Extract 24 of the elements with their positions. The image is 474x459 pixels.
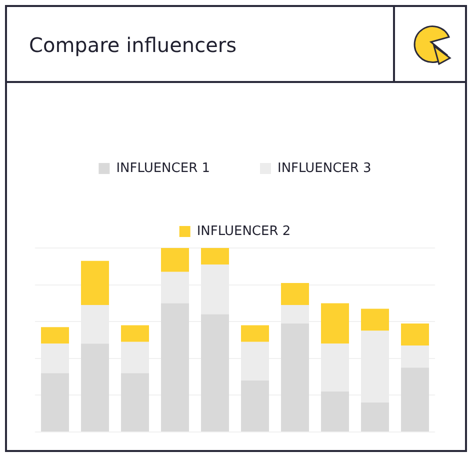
bar [281, 323, 309, 432]
bar [81, 260, 109, 306]
bar [241, 380, 269, 432]
bar [321, 392, 349, 432]
bar [201, 248, 229, 265]
bar [401, 368, 429, 432]
bar [41, 373, 69, 432]
chart-title: Compare influencers [29, 33, 237, 57]
bar [121, 373, 149, 432]
bar [161, 303, 189, 432]
bar [401, 323, 429, 346]
bar [121, 325, 149, 342]
legend-label: INFLUENCER 1 [116, 160, 210, 176]
bar [281, 282, 309, 306]
bar [81, 344, 109, 432]
bar [361, 308, 389, 331]
bar [321, 303, 349, 344]
bar [241, 325, 269, 342]
bar [161, 248, 189, 272]
bar [41, 327, 69, 344]
bar [201, 314, 229, 432]
bar [361, 402, 389, 432]
legend-label: INFLUENCER 3 [278, 160, 372, 176]
legend-label: INFLUENCER 2 [196, 224, 291, 239]
